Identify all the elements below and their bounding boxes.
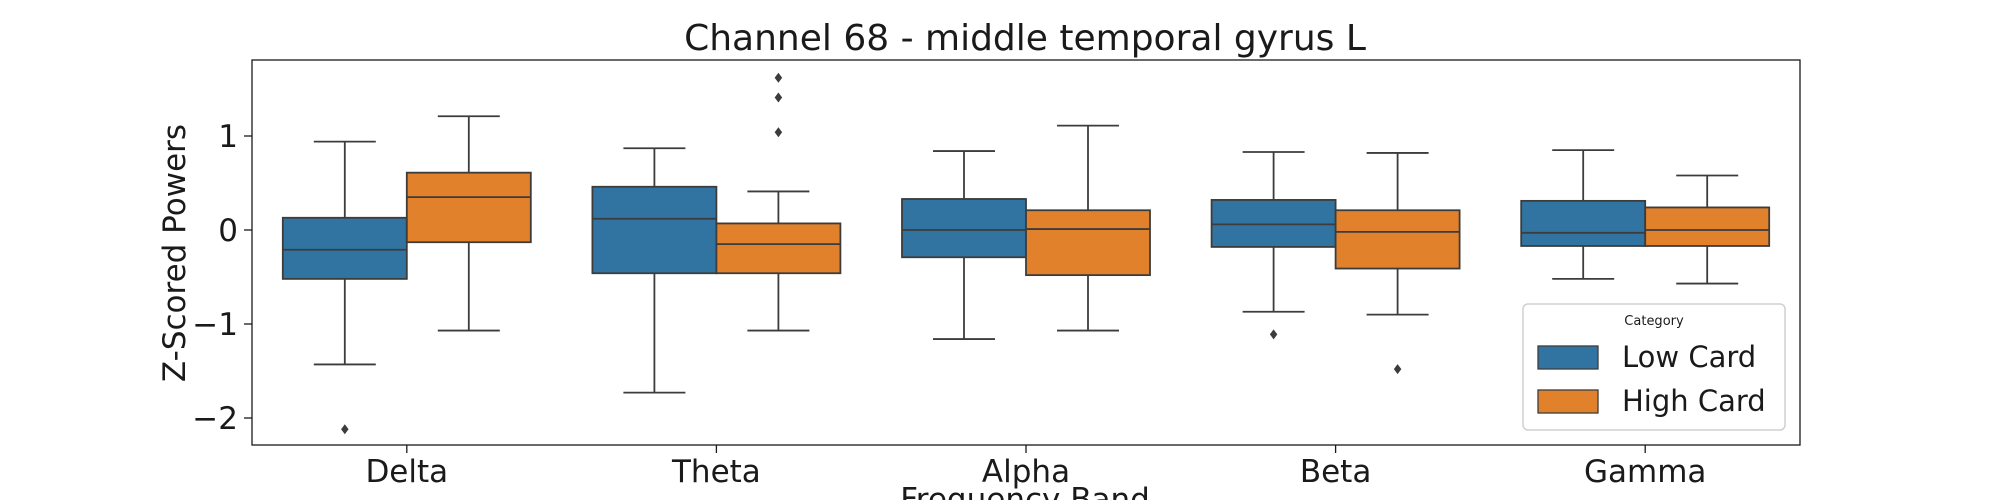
- box-low-card-delta: [281, 140, 408, 435]
- iqr-box: [1334, 209, 1461, 270]
- outlier-point: [774, 92, 783, 103]
- box-high-card-gamma: [1644, 174, 1771, 285]
- legend-swatch-high-card: [1537, 389, 1599, 414]
- y-tick-label: 0: [218, 213, 238, 249]
- legend-title: Category: [1624, 314, 1684, 329]
- outlier-point: [1269, 329, 1278, 340]
- box-low-card-alpha: [901, 150, 1027, 340]
- box-high-card-delta: [405, 115, 532, 332]
- box-low-card-beta: [1210, 151, 1337, 340]
- iqr-box: [405, 171, 532, 244]
- x-tick-label-gamma: Gamma: [1584, 454, 1706, 490]
- box-low-card-gamma: [1520, 149, 1647, 280]
- iqr-box: [1025, 209, 1151, 277]
- x-tick-label-beta: Beta: [1300, 454, 1372, 490]
- box-high-card-alpha: [1025, 124, 1151, 332]
- iqr-box: [281, 216, 408, 280]
- legend-label-high-card: High Card: [1622, 384, 1766, 418]
- outlier-point: [774, 72, 783, 83]
- outlier-point: [1393, 364, 1402, 375]
- box-low-card-theta: [591, 147, 718, 394]
- y-axis-label: Z-Scored Powers: [157, 124, 193, 382]
- x-axis-label: Frequency Band: [900, 482, 1150, 500]
- box-high-card-beta: [1334, 152, 1461, 375]
- iqr-box: [1210, 199, 1337, 248]
- iqr-box: [591, 185, 718, 275]
- iqr-box: [715, 222, 842, 275]
- chart-title: Channel 68 - middle temporal gyrus L: [684, 18, 1366, 59]
- x-tick-label-alpha: Alpha: [982, 454, 1070, 490]
- iqr-box: [901, 198, 1027, 259]
- iqr-box: [1644, 206, 1771, 247]
- legend-swatch-low-card: [1537, 345, 1599, 370]
- box-high-card-theta: [715, 72, 842, 332]
- plot-area: [281, 72, 1771, 435]
- x-tick-label-theta: Theta: [671, 454, 761, 490]
- y-tick-label: 1: [218, 119, 238, 155]
- y-tick-label: −1: [192, 307, 238, 343]
- legend: Category Low Card High Card: [1522, 303, 1786, 431]
- x-tick-label-delta: Delta: [365, 454, 448, 490]
- iqr-box: [1520, 199, 1647, 247]
- axes: 1 0 −1 −2 Delta Theta Alpha Beta Gamma: [192, 59, 1801, 490]
- legend-label-low-card: Low Card: [1622, 340, 1756, 374]
- outlier-point: [774, 127, 783, 138]
- outlier-point: [341, 424, 349, 435]
- y-tick-label: −2: [192, 401, 238, 437]
